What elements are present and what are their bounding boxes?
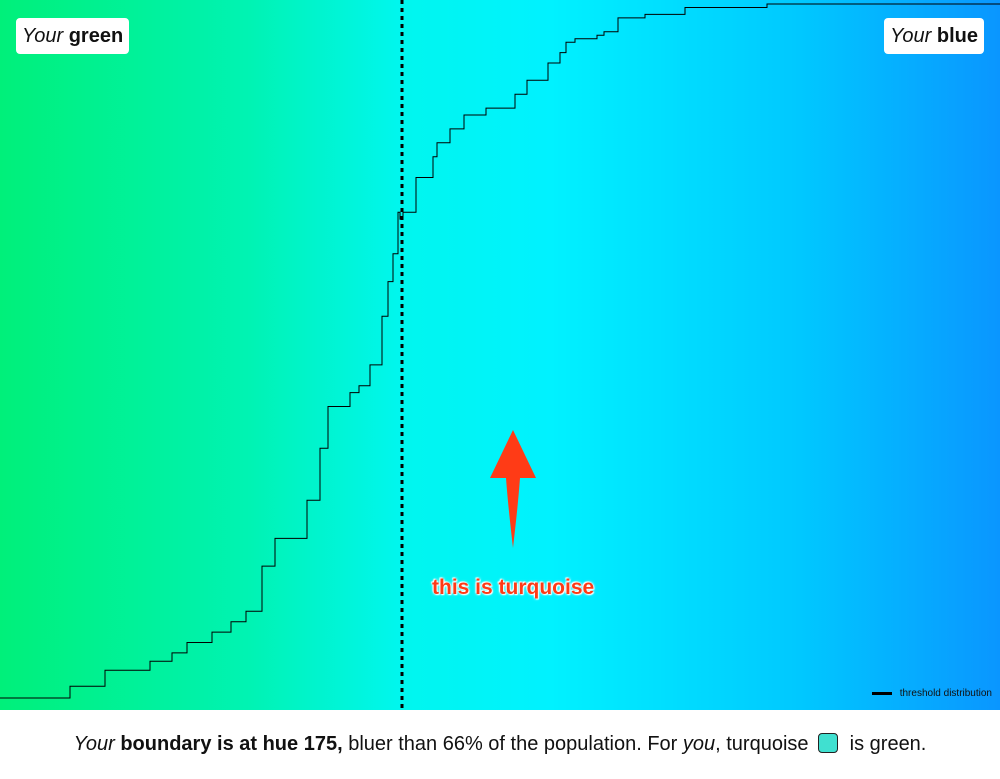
footer-your: Your bbox=[73, 733, 115, 755]
footer-you: you bbox=[682, 733, 716, 755]
legend-label: threshold distribution bbox=[899, 688, 992, 699]
legend-line-swatch bbox=[871, 692, 892, 695]
blue-label-word: blue bbox=[936, 25, 978, 47]
threshold-distribution-line bbox=[0, 3, 1000, 699]
footer-turquoise: , turquoise bbox=[715, 733, 809, 755]
footer-boundary: boundary is at hue 175, bbox=[120, 733, 343, 755]
turquoise-annotation: this is turquoise bbox=[432, 576, 595, 599]
annotation-arrow bbox=[490, 430, 536, 548]
green-label-prefix: Your bbox=[22, 25, 64, 47]
green-label-word: green bbox=[68, 25, 124, 47]
blue-label-prefix: Your bbox=[890, 25, 932, 47]
green-label: Your green bbox=[16, 18, 130, 54]
legend: threshold distribution bbox=[871, 688, 992, 699]
blue-label: Your blue bbox=[884, 18, 984, 54]
chart-area: Your green Your blue this is turquoise t… bbox=[0, 0, 1000, 710]
footer-mid: bluer than 66% of the population. For bbox=[348, 733, 678, 755]
chart-plot bbox=[0, 0, 1000, 710]
result-summary: Your boundary is at hue 175, bluer than … bbox=[0, 710, 1000, 779]
footer-end: is green. bbox=[849, 733, 927, 755]
turquoise-swatch bbox=[818, 733, 839, 753]
